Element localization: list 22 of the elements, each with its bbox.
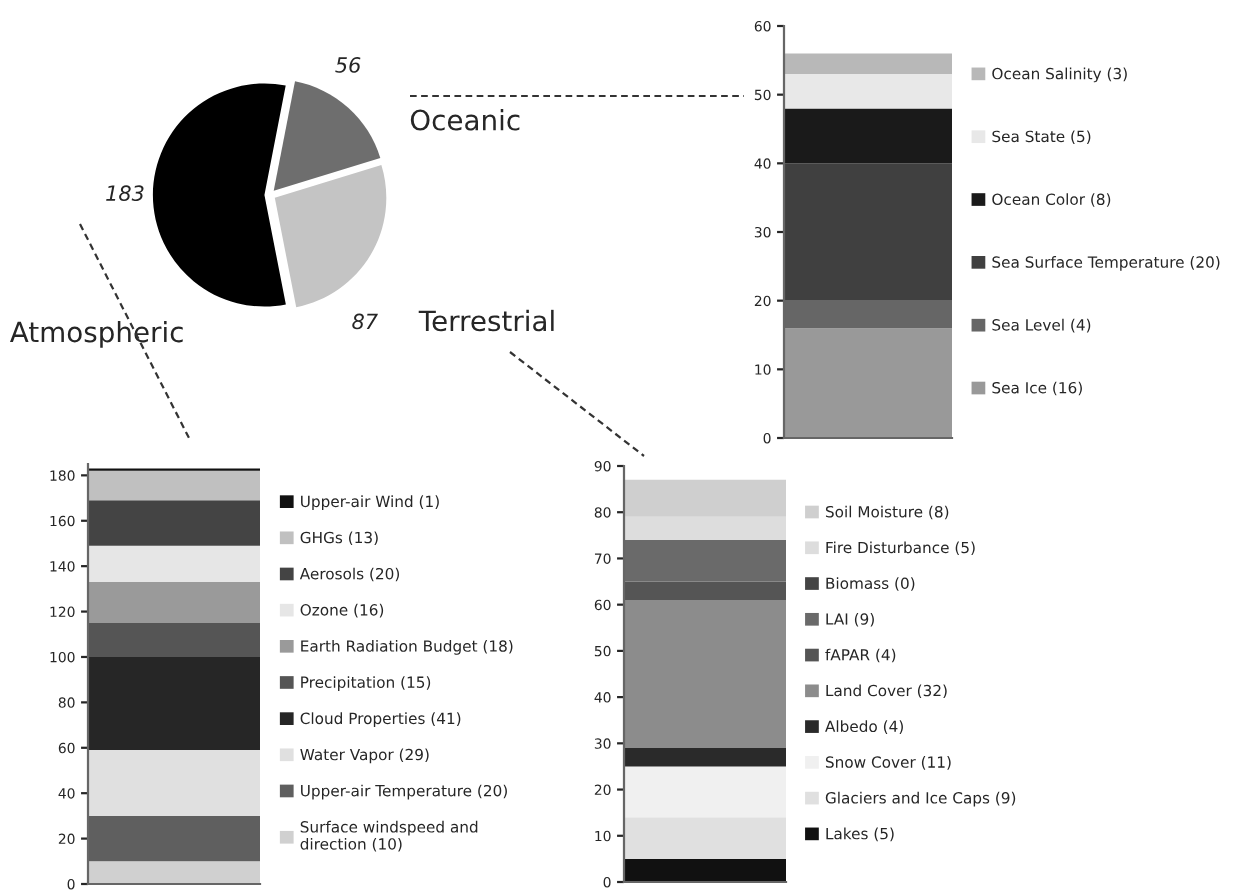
- bar: [784, 53, 952, 75]
- bar: [88, 656, 260, 751]
- bar: [88, 622, 260, 657]
- bar: [88, 500, 260, 546]
- bar: [624, 516, 786, 540]
- bar: [624, 817, 786, 859]
- bar: [624, 766, 786, 818]
- slice-label: Oceanic: [410, 109, 520, 131]
- bar: [88, 582, 260, 623]
- bar: [784, 108, 952, 164]
- bar: [88, 750, 260, 816]
- data-label: 87: [352, 313, 378, 330]
- bar: [784, 74, 952, 109]
- bar: [88, 545, 260, 583]
- slice-label: Terrestrial: [418, 309, 554, 332]
- bar: [624, 747, 786, 767]
- data-label: 56: [335, 57, 361, 73]
- slice-label: Atmospheric: [10, 320, 183, 348]
- bar: [624, 581, 786, 601]
- bar: [88, 470, 260, 501]
- bar: [624, 479, 786, 517]
- data-label: 183: [106, 185, 144, 202]
